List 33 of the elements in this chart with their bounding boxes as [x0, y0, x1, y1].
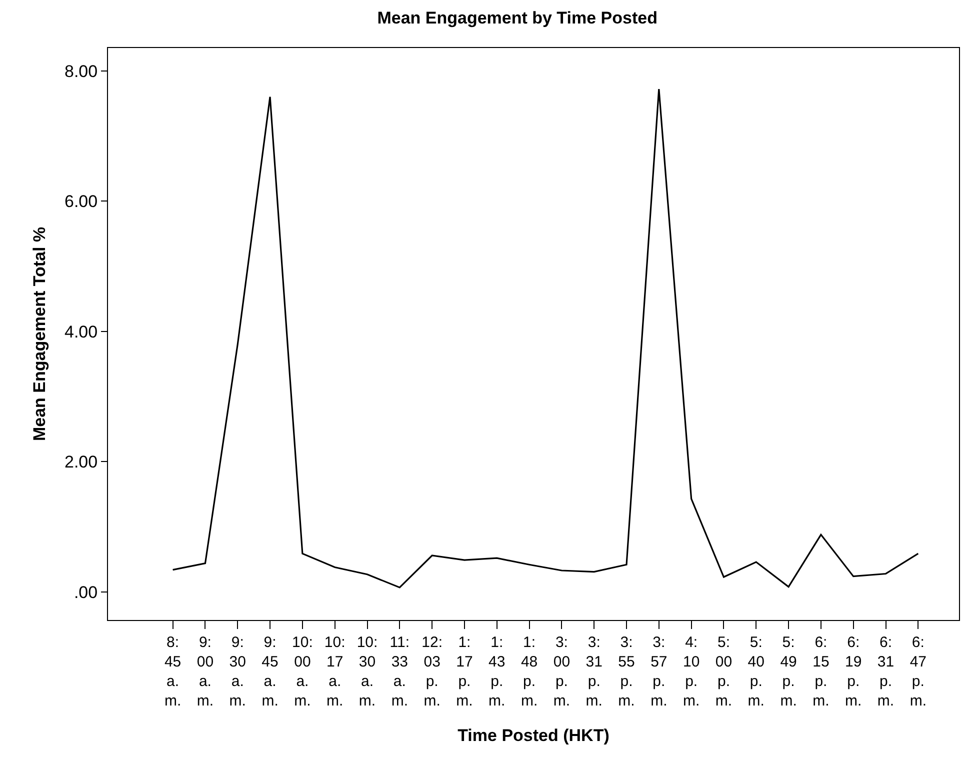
x-tick-label: 12:03 p.m. — [422, 634, 442, 710]
x-tick-label: 9:45 a.m. — [262, 634, 278, 710]
x-tick-label: 1:48 p.m. — [520, 634, 538, 710]
x-tick-label: 6:15 p.m. — [812, 634, 830, 710]
x-tick-label: 11:33 a.m. — [390, 634, 410, 710]
x-tick-label: 6:19 p.m. — [845, 634, 862, 710]
y-tick-label: 8.00 — [64, 62, 98, 81]
x-tick-label: 10:30 a.m. — [356, 634, 378, 710]
x-axis-title: Time Posted (HKT) — [458, 726, 610, 745]
x-tick-label: 10:17 a.m. — [324, 634, 346, 710]
x-tick-label: 6:47 p.m. — [910, 634, 927, 710]
x-tick-label: 4:10 p.m. — [682, 634, 700, 710]
x-tick-label: 5:49 p.m. — [780, 634, 797, 710]
chart-title: Mean Engagement by Time Posted — [377, 8, 658, 28]
x-tick-label: 3:00 p.m. — [553, 634, 570, 710]
x-tick-label: 9:30 a.m. — [229, 634, 246, 710]
x-tick-label: 9:00 a.m. — [196, 634, 214, 710]
x-tick-label: 3:55 p.m. — [618, 634, 635, 710]
y-tick-label: 6.00 — [64, 192, 98, 212]
x-tick-label: 5:00 p.m. — [715, 634, 732, 710]
line-series — [172, 88, 919, 588]
x-tick-label: 8:45 a.m. — [164, 634, 182, 710]
x-tick-label: 5:40 p.m. — [748, 634, 764, 710]
y-tick-label: .00 — [74, 582, 98, 602]
x-tick-label: 1:43 p.m. — [488, 634, 506, 710]
x-tick-label: 6:31 p.m. — [877, 634, 894, 710]
x-tick-label: 10:00 a.m. — [292, 634, 313, 710]
x-tick-label: 3:31 p.m. — [586, 634, 602, 710]
y-tick-label: 2.00 — [64, 452, 98, 472]
y-tick-label: 4.00 — [64, 322, 98, 342]
y-axis-title: Mean Engagement Total % — [30, 226, 50, 442]
x-tick-label: 3:57 p.m. — [650, 634, 668, 710]
x-tick-label: 1:17 p.m. — [456, 634, 473, 710]
